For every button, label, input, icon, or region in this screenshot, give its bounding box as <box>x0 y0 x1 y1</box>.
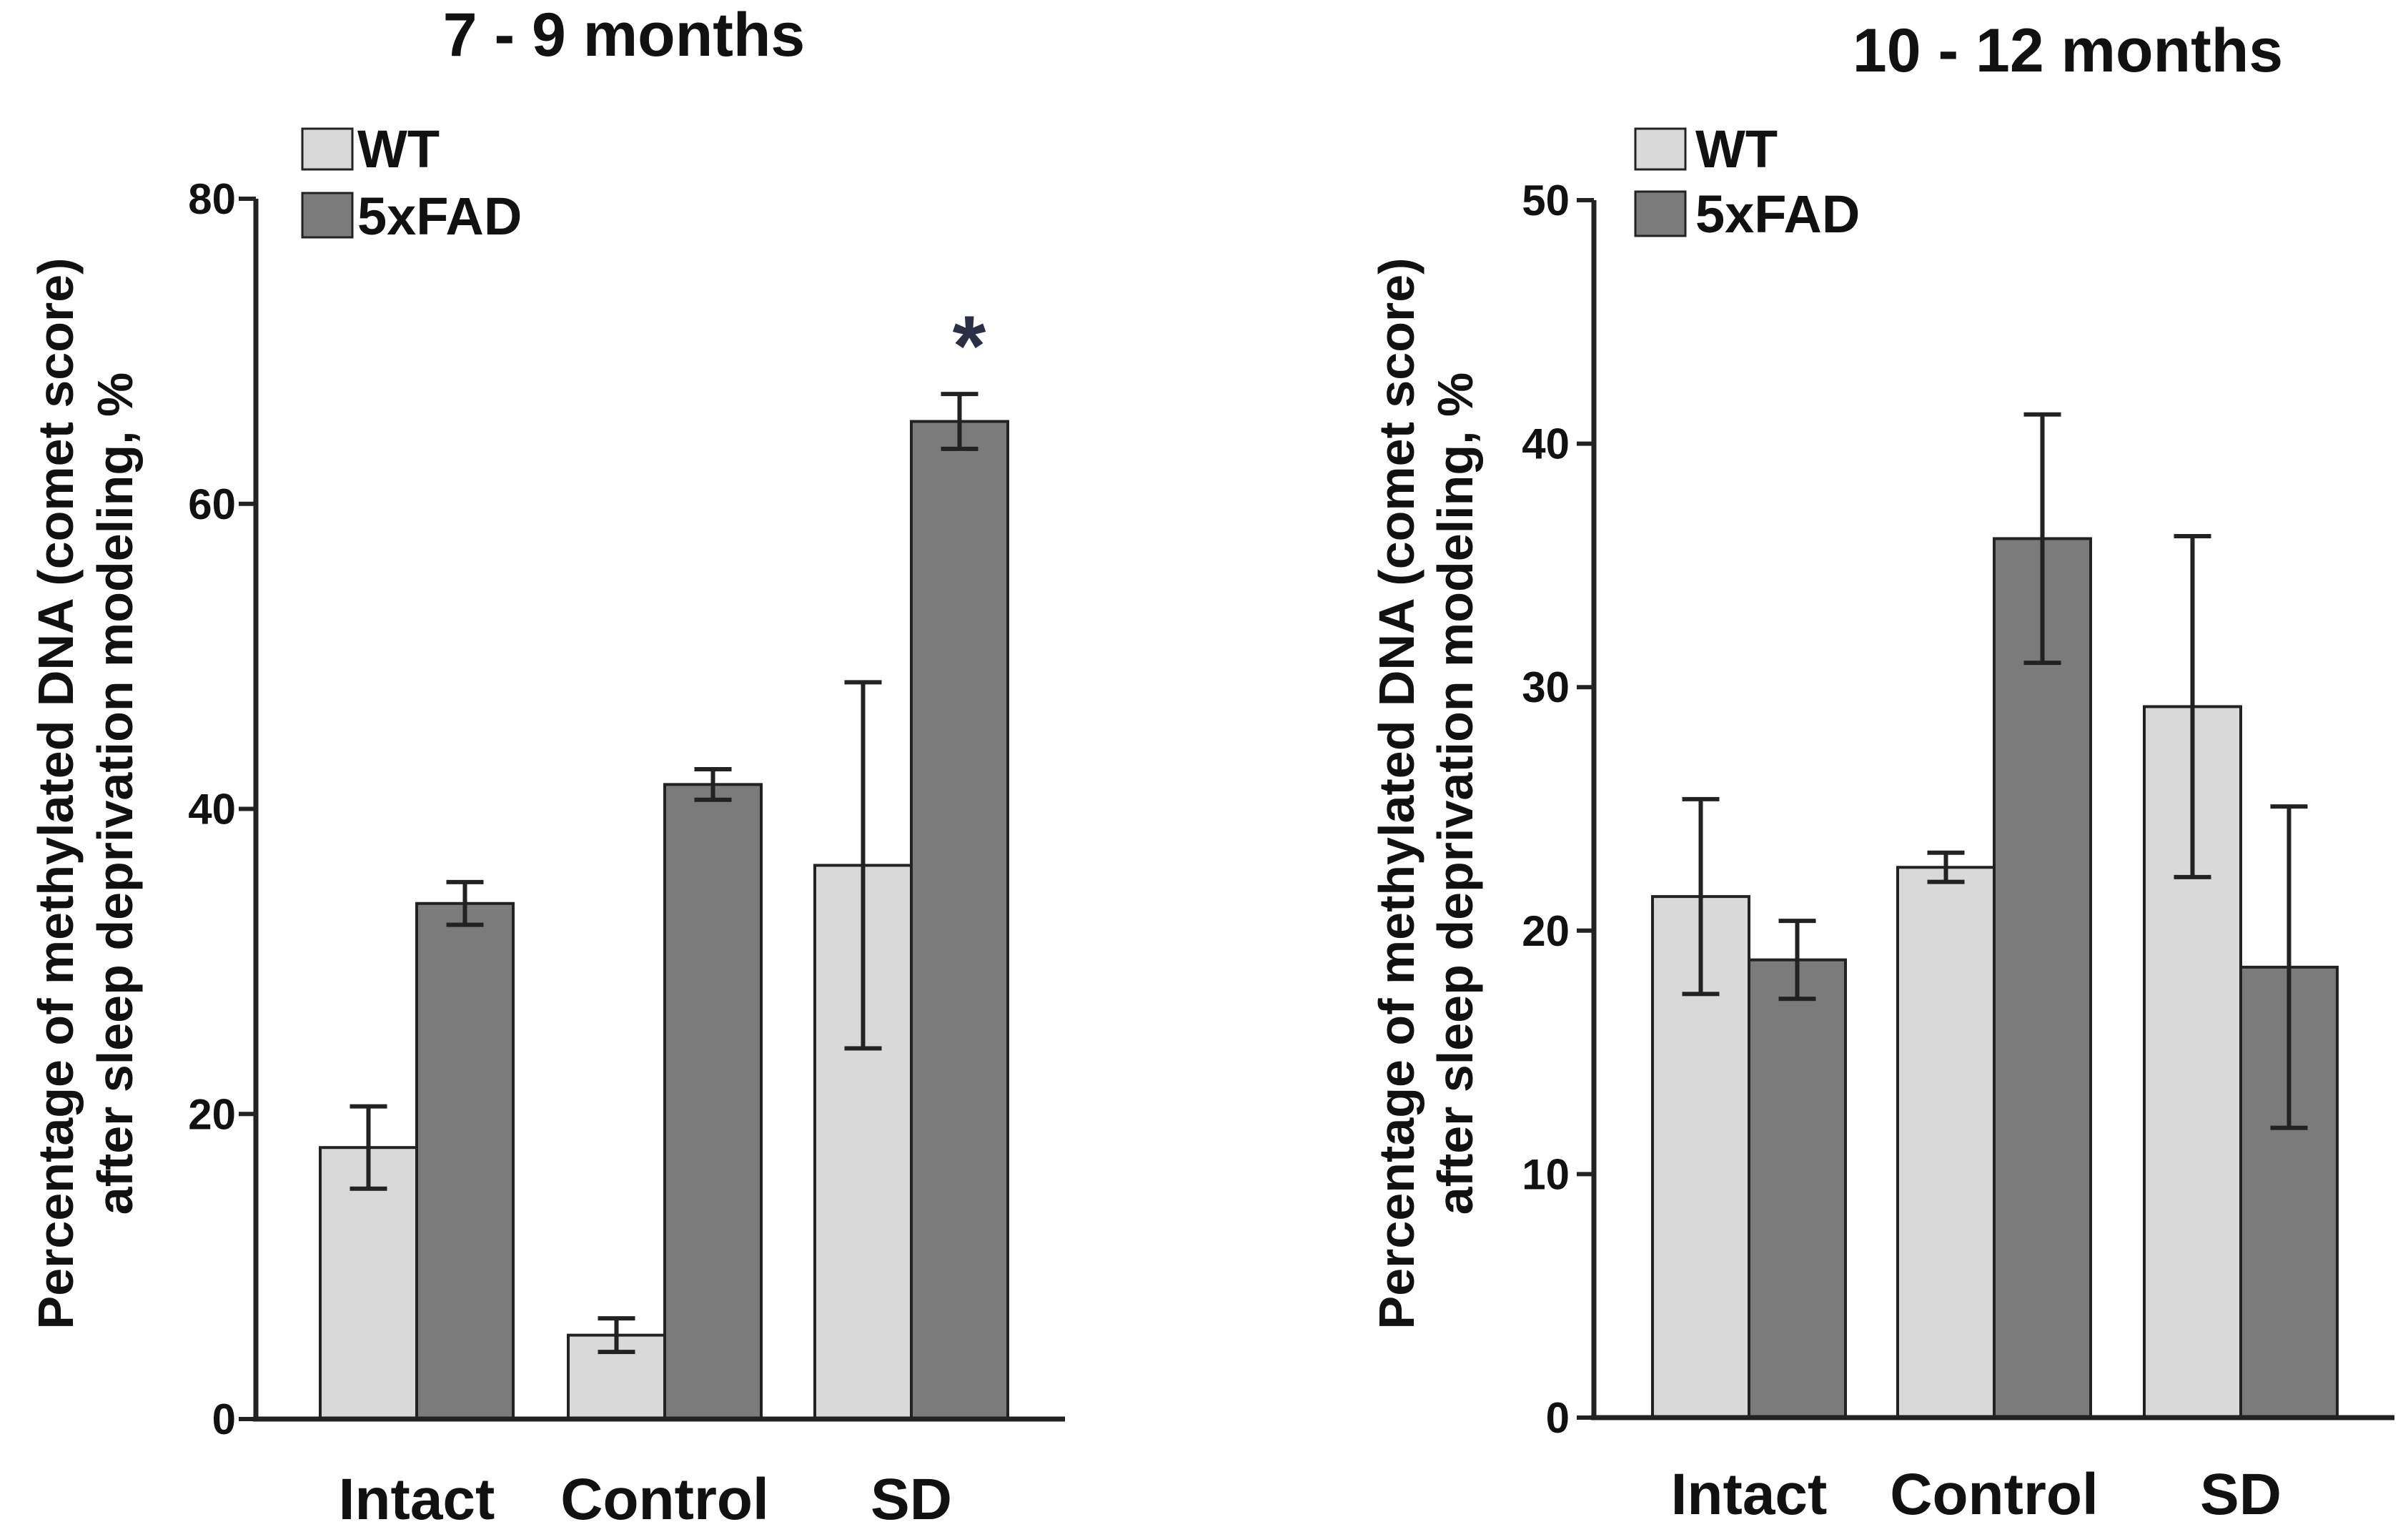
y-axis-label-line1: Percentage of methylated DNA (comet scor… <box>28 258 84 1330</box>
significance-asterisk: * <box>953 298 986 394</box>
chart-7-9-months: 7 - 9 months Percentage of methylated DN… <box>28 1 1065 1532</box>
error-bars <box>1682 412 2308 1130</box>
x-tick-label-control: Control <box>560 1467 768 1532</box>
legend: WT 5xFAD <box>301 119 522 246</box>
error-bar-wt-sd <box>2174 534 2211 879</box>
x-tick-label-sd: SD <box>2200 1462 2281 1527</box>
y-tick-label-50: 50 <box>1522 177 1570 224</box>
legend-swatch-wt <box>1634 127 1687 171</box>
axes: 0 10 20 30 40 50 Intact Control SD <box>1522 177 2394 1527</box>
error-bar-wt-control <box>598 1316 635 1355</box>
error-bar-wt-sd <box>844 680 882 1051</box>
legend-swatch-5xfad <box>301 192 354 239</box>
x-tick-label-sd: SD <box>871 1467 952 1532</box>
legend-swatch-5xfad <box>1634 190 1687 237</box>
bar-5xfad-control <box>1993 537 2092 1420</box>
bars <box>319 420 1009 1421</box>
x-tick-label-control: Control <box>1890 1462 2098 1527</box>
x-tick-label-intact: Intact <box>339 1467 495 1532</box>
chart-title: 10 - 12 months <box>1853 16 2283 85</box>
y-tick-label-10: 10 <box>1522 1150 1570 1198</box>
y-axis-label-line2: after sleep deprivation modeling, % <box>87 372 143 1215</box>
bar-wt-intact <box>319 1146 418 1420</box>
error-bar-5xfad-sd <box>2270 804 2308 1130</box>
bars <box>1651 537 2339 1420</box>
bar-5xfad-intact <box>1748 958 1847 1419</box>
error-bar-5xfad-intact <box>446 879 484 927</box>
y-tick-label-40: 40 <box>1522 420 1570 468</box>
error-bar-wt-intact <box>350 1104 387 1191</box>
legend-label-wt: WT <box>357 119 440 179</box>
axes: 0 20 40 60 80 Intact Control SD <box>188 175 1065 1532</box>
chart-title: 7 - 9 months <box>443 1 806 69</box>
error-bar-wt-intact <box>1682 796 1720 997</box>
y-tick-label-40: 40 <box>188 786 236 834</box>
y-tick-label-80: 80 <box>188 175 236 223</box>
y-tick-label-0: 0 <box>1546 1394 1570 1442</box>
bar-5xfad-control <box>663 783 763 1420</box>
legend-swatch-wt <box>301 127 354 171</box>
bar-wt-control <box>1896 866 1996 1419</box>
error-bar-wt-control <box>1927 850 1965 884</box>
error-bars <box>350 392 978 1355</box>
y-axis-label-line2: after sleep deprivation modeling, % <box>1427 372 1483 1215</box>
error-bar-5xfad-control <box>694 767 732 802</box>
legend-label-5xfad: 5xFAD <box>357 187 522 246</box>
error-bar-5xfad-control <box>2023 412 2061 666</box>
legend-label-5xfad: 5xFAD <box>1695 184 1860 244</box>
y-tick-label-20: 20 <box>1522 907 1570 955</box>
error-bar-5xfad-intact <box>1778 919 1816 1002</box>
x-tick-label-intact: Intact <box>1671 1462 1828 1527</box>
bar-5xfad-sd <box>910 420 1009 1421</box>
error-bar-5xfad-sd <box>941 392 978 451</box>
y-tick-label-0: 0 <box>212 1395 236 1443</box>
legend: WT 5xFAD <box>1634 119 1860 244</box>
y-tick-label-60: 60 <box>188 480 236 528</box>
legend-label-wt: WT <box>1695 119 1778 179</box>
chart-10-12-months: 10 - 12 months Percentage of methylated … <box>1369 16 2394 1527</box>
y-tick-label-20: 20 <box>188 1090 236 1138</box>
y-axis-label-line1: Percentage of methylated DNA (comet scor… <box>1369 258 1425 1330</box>
y-tick-label-30: 30 <box>1522 663 1570 711</box>
bar-5xfad-intact <box>415 901 515 1420</box>
